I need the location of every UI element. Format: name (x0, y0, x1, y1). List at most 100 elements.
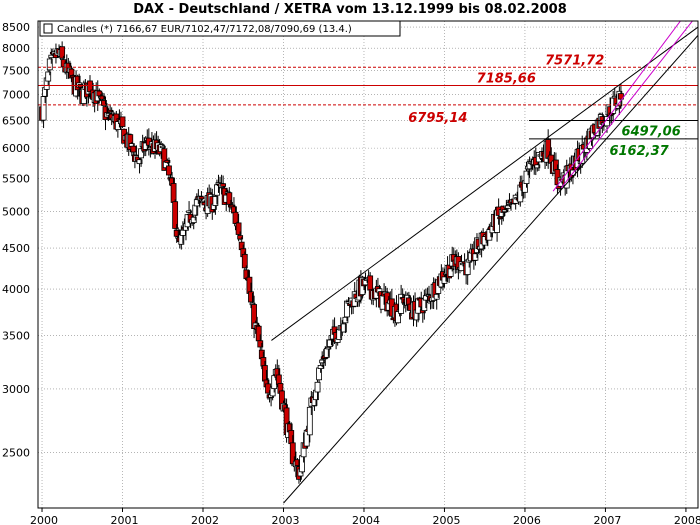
y-tick-label: 3000 (2, 383, 30, 396)
x-tick-label: 2007 (593, 514, 621, 525)
candle-body (164, 160, 171, 163)
x-tick-label: 2000 (30, 514, 58, 525)
candle-body (319, 359, 326, 364)
candle-body (472, 253, 479, 261)
candle-body (193, 199, 200, 207)
candle-body (159, 145, 166, 149)
legend-box (39, 20, 401, 37)
candle-body (618, 93, 624, 100)
candle-body (142, 142, 149, 150)
candle-layer (39, 41, 624, 484)
y-tick-label: 6500 (2, 114, 30, 127)
candle-body (447, 268, 454, 277)
legend-label: Candles (*) 7166,67 EUR/7102,47/7172,08/… (57, 24, 352, 35)
candle-body (327, 339, 333, 347)
candle-body (127, 134, 134, 151)
candle-body (248, 291, 254, 303)
candle-body (314, 381, 321, 393)
candle-body (241, 253, 248, 269)
candle-body (344, 300, 350, 318)
y-tick-label: 6000 (2, 142, 30, 155)
y-tick-label: 8500 (2, 21, 30, 34)
candle-body (604, 116, 610, 127)
candle-body (99, 95, 106, 100)
y-tick-label: 5500 (2, 172, 30, 185)
y-tick-label: 3500 (2, 329, 30, 342)
candle-body (500, 205, 507, 213)
candle-body (172, 201, 179, 229)
candle-body (317, 365, 324, 369)
y-tick-label: 4000 (2, 283, 30, 296)
candle-body (119, 116, 126, 127)
trendline (283, 35, 698, 504)
candle-body (214, 184, 220, 196)
candle-body (226, 192, 233, 205)
candle-body (158, 144, 165, 153)
axis-layer: 2500 3000 3500 4000 4500 5000 5500 6000 6500 7000… (2, 20, 700, 525)
x-tick-label: 2004 (352, 514, 380, 525)
legend: Candles (*) 7166,67 EUR/7102,47/7172,08/… (39, 20, 401, 37)
x-tick-label: 2003 (271, 514, 299, 525)
y-tick-label: 7000 (2, 89, 30, 102)
candle-body (526, 161, 533, 170)
level-label: 7571,72 (545, 53, 604, 68)
candle-body (96, 90, 103, 97)
candle-body (186, 210, 192, 213)
y-tick-label: 2500 (2, 446, 30, 459)
candle-body (45, 71, 52, 82)
candle-body (497, 216, 504, 220)
candle-body (130, 145, 137, 153)
line-layer (38, 21, 698, 504)
candle-body (501, 209, 508, 213)
candle-body (505, 205, 511, 209)
candle-body (325, 346, 332, 350)
legend-candle-icon (43, 23, 53, 34)
level-label: 6497,06 (622, 124, 681, 139)
candle-body (237, 235, 244, 240)
candle-body (138, 148, 144, 159)
candle-body (190, 216, 197, 224)
y-tick-label: 5000 (2, 205, 30, 218)
x-tick-label: 2001 (111, 514, 139, 525)
candle-body (340, 323, 347, 333)
level-label: 7185,66 (477, 71, 536, 86)
candle-body (257, 340, 264, 348)
chart-title: DAX - Deutschland / XETRA vom 13.12.1999… (133, 2, 567, 17)
candle-body (433, 293, 440, 300)
candle-body (481, 236, 488, 246)
y-tick-label: 7500 (2, 65, 30, 78)
level-label: 6795,14 (408, 111, 467, 126)
trendline (271, 26, 698, 341)
trendline (552, 21, 682, 192)
x-tick-label: 2005 (432, 514, 460, 525)
candle-body (534, 164, 541, 169)
candle-body (306, 406, 313, 436)
y-tick-label: 4500 (2, 242, 30, 255)
candle-body (523, 170, 530, 184)
level-label: 6162,37 (609, 144, 669, 159)
x-tick-label: 2002 (191, 514, 219, 525)
candle-body (198, 196, 205, 200)
candle-body (235, 222, 242, 235)
candle-body (179, 229, 186, 236)
candle-body (342, 316, 349, 324)
x-tick-label: 2006 (513, 514, 541, 525)
candle-body (161, 148, 168, 171)
candle-body (367, 275, 374, 291)
candle-body (107, 109, 114, 113)
candle-body (212, 196, 219, 206)
candle-body (220, 183, 227, 187)
candle-body (68, 68, 75, 79)
candle-body (166, 165, 172, 176)
candle-body (136, 159, 143, 165)
candle-body (101, 100, 107, 106)
candle-body (441, 276, 448, 284)
candle-body (173, 229, 180, 237)
trendline (560, 21, 694, 189)
y-tick-label: 8000 (2, 42, 30, 55)
x-tick-label: 2008 (674, 514, 700, 525)
candle-body (398, 293, 405, 314)
